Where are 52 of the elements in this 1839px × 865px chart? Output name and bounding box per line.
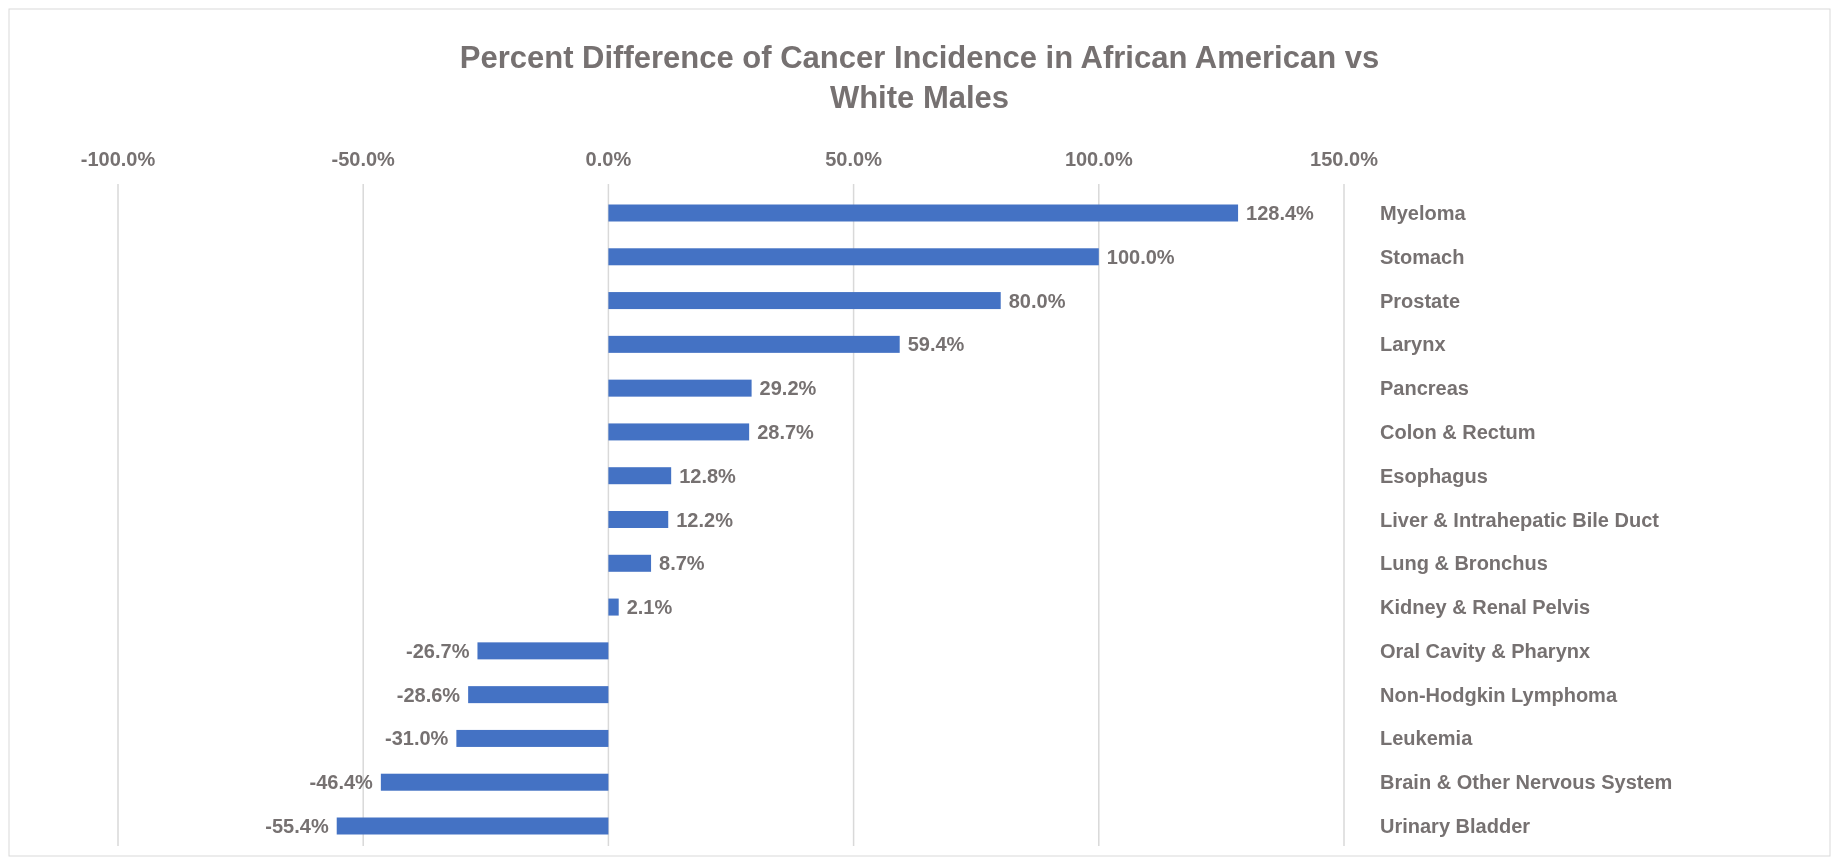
bar xyxy=(380,773,609,791)
data-label: -26.7% xyxy=(406,639,470,662)
bar xyxy=(608,598,619,616)
y-tick-label: Colon & Rectum xyxy=(1380,420,1536,443)
data-label: -28.6% xyxy=(396,683,461,706)
x-tick-label: 100.0% xyxy=(1064,148,1133,170)
data-label: 80.0% xyxy=(1008,289,1066,312)
data-label: 29.2% xyxy=(759,377,817,400)
y-tick-label: Kidney & Renal Pelvis xyxy=(1380,596,1591,619)
x-tick-label: -100.0% xyxy=(80,148,156,170)
data-label: -55.4% xyxy=(265,815,329,837)
bar xyxy=(608,467,672,485)
bar xyxy=(468,686,609,704)
y-tick-label: Leukemia xyxy=(1380,727,1474,750)
x-tick-label: 150.0% xyxy=(1310,148,1379,170)
y-tick-label: Larynx xyxy=(1380,333,1446,356)
data-label: 100.0% xyxy=(1106,245,1175,268)
y-tick-label: Esophagus xyxy=(1380,464,1488,487)
bar xyxy=(336,817,609,835)
bar xyxy=(608,248,1099,266)
y-tick-label: Oral Cavity & Pharynx xyxy=(1380,639,1591,662)
y-tick-label: Urinary Bladder xyxy=(1380,815,1531,837)
y-tick-label: Brain & Other Nervous System xyxy=(1380,771,1673,794)
bar xyxy=(608,335,900,353)
data-label: -31.0% xyxy=(385,727,449,750)
bar xyxy=(608,204,1239,222)
bar xyxy=(608,554,652,572)
bar xyxy=(608,511,669,528)
y-tick-label: Non-Hodgkin Lymphoma xyxy=(1380,683,1618,706)
y-tick-label: Stomach xyxy=(1380,245,1465,268)
y-tick-label: Pancreas xyxy=(1380,377,1469,400)
x-tick-label: -50.0% xyxy=(331,148,396,170)
x-tick-label: 0.0% xyxy=(585,148,632,170)
x-tick-label: 50.0% xyxy=(825,148,883,170)
y-tick-label: Liver & Intrahepatic Bile Duct xyxy=(1380,508,1660,531)
data-label: 12.8% xyxy=(679,464,737,487)
data-label: 8.7% xyxy=(659,552,705,575)
data-label: -46.4% xyxy=(309,771,374,794)
bar xyxy=(608,423,750,441)
chart-title: Percent Difference of Cancer Incidence in African American vs White Males xyxy=(459,40,1380,115)
y-tick-label: Prostate xyxy=(1380,289,1461,312)
bar xyxy=(477,642,609,660)
bar xyxy=(456,729,609,747)
y-tick-label: Myeloma xyxy=(1380,202,1467,224)
bar xyxy=(608,379,752,397)
y-tick-label: Lung & Bronchus xyxy=(1380,552,1548,575)
data-label: 59.4% xyxy=(907,333,965,356)
data-label: 2.1% xyxy=(626,596,673,619)
data-label: 128.4% xyxy=(1246,202,1315,224)
bar xyxy=(608,292,1001,310)
data-label: 28.7% xyxy=(757,420,815,443)
data-label: 12.2% xyxy=(676,508,734,531)
